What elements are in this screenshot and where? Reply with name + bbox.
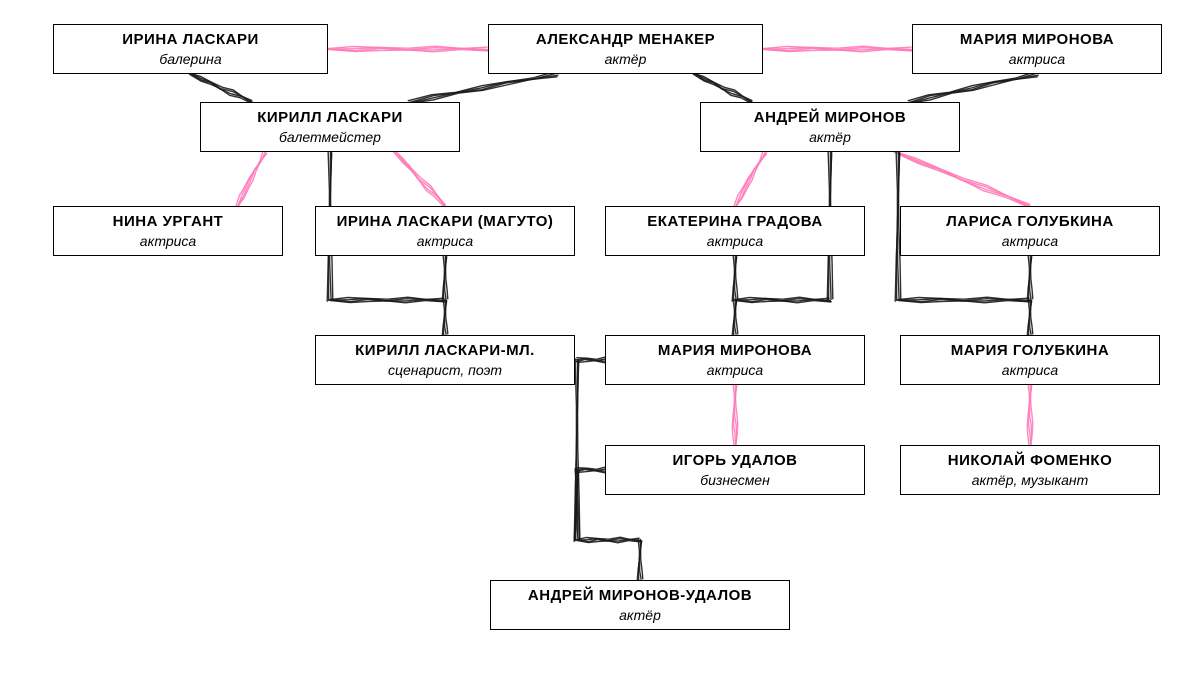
node-ekaterina_gradova: ЕКАТЕРИНА ГРАДОВА актриса	[605, 206, 865, 256]
node-andrei_mironov_udalov: АНДРЕЙ МИРОНОВ-УДАЛОВ актёр	[490, 580, 790, 630]
node-role: сценарист, поэт	[388, 362, 502, 378]
node-role: бизнесмен	[700, 472, 770, 488]
node-name: МАРИЯ МИРОНОВА	[960, 31, 1114, 48]
node-name: ЛАРИСА ГОЛУБКИНА	[946, 213, 1113, 230]
node-role: актриса	[1009, 51, 1065, 67]
node-role: актриса	[1002, 233, 1058, 249]
node-name: НИНА УРГАНТ	[113, 213, 224, 230]
node-role: актёр	[605, 51, 647, 67]
node-name: АЛЕКСАНДР МЕНАКЕР	[536, 31, 715, 48]
node-role: актриса	[417, 233, 473, 249]
node-name: МАРИЯ ГОЛУБКИНА	[951, 342, 1109, 359]
node-kirill_laskari: КИРИЛЛ ЛАСКАРИ балетмейстер	[200, 102, 460, 152]
node-name: НИКОЛАЙ ФОМЕНКО	[948, 452, 1113, 469]
node-role: актёр	[619, 607, 661, 623]
node-igor_udalov: ИГОРЬ УДАЛОВ бизнесмен	[605, 445, 865, 495]
node-role: актёр	[809, 129, 851, 145]
node-name: МАРИЯ МИРОНОВА	[658, 342, 812, 359]
node-name: АНДРЕЙ МИРОНОВ-УДАЛОВ	[528, 587, 752, 604]
node-name: КИРИЛЛ ЛАСКАРИ-МЛ.	[355, 342, 535, 359]
node-name: ЕКАТЕРИНА ГРАДОВА	[647, 213, 822, 230]
node-maria_mironova_sr: МАРИЯ МИРОНОВА актриса	[912, 24, 1162, 74]
node-name: ИРИНА ЛАСКАРИ	[122, 31, 259, 48]
node-role: балетмейстер	[279, 129, 381, 145]
node-role: балерина	[159, 51, 221, 67]
node-name: ИГОРЬ УДАЛОВ	[672, 452, 797, 469]
node-nina_urgant: НИНА УРГАНТ актриса	[53, 206, 283, 256]
family-tree-canvas: ИРИНА ЛАСКАРИ балерина АЛЕКСАНДР МЕНАКЕР ак…	[0, 0, 1200, 676]
node-role: актриса	[140, 233, 196, 249]
node-kirill_laskari_jr: КИРИЛЛ ЛАСКАРИ-МЛ. сценарист, поэт	[315, 335, 575, 385]
node-name: КИРИЛЛ ЛАСКАРИ	[257, 109, 403, 126]
node-larisa_golubkina: ЛАРИСА ГОЛУБКИНА актриса	[900, 206, 1160, 256]
node-name: АНДРЕЙ МИРОНОВ	[754, 109, 906, 126]
node-role: актриса	[707, 362, 763, 378]
node-maria_golubkina: МАРИЯ ГОЛУБКИНА актриса	[900, 335, 1160, 385]
node-irina_laskari_jr: ИРИНА ЛАСКАРИ (МАГУТО) актриса	[315, 206, 575, 256]
node-irina_laskari_sr: ИРИНА ЛАСКАРИ балерина	[53, 24, 328, 74]
node-role: актриса	[1002, 362, 1058, 378]
node-role: актёр, музыкант	[972, 472, 1089, 488]
node-maria_mironova_jr: МАРИЯ МИРОНОВА актриса	[605, 335, 865, 385]
node-alex_menaker: АЛЕКСАНДР МЕНАКЕР актёр	[488, 24, 763, 74]
node-role: актриса	[707, 233, 763, 249]
node-name: ИРИНА ЛАСКАРИ (МАГУТО)	[337, 213, 554, 230]
node-andrei_mironov: АНДРЕЙ МИРОНОВ актёр	[700, 102, 960, 152]
node-nikolai_fomenko: НИКОЛАЙ ФОМЕНКО актёр, музыкант	[900, 445, 1160, 495]
